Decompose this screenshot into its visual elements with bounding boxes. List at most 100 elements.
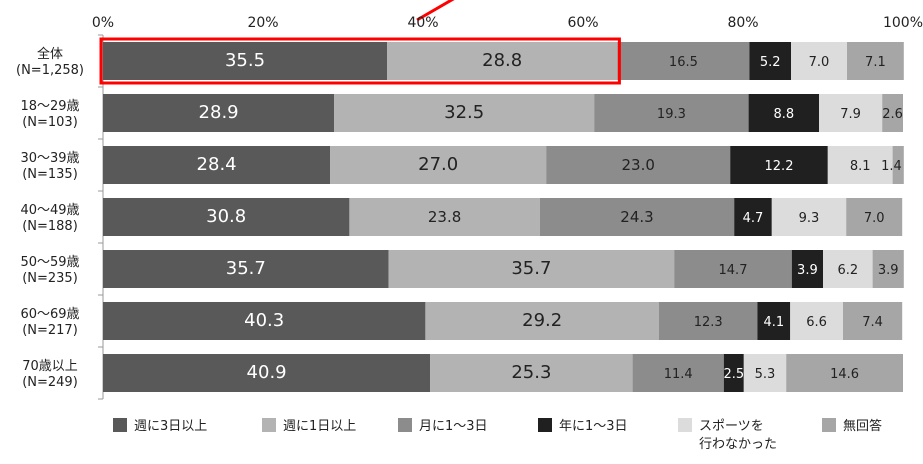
bar-segment [786, 354, 903, 392]
highlight-box [99, 37, 621, 85]
bar-segment [349, 198, 540, 236]
category-label: 60～69歳 [20, 307, 79, 322]
bar-segment [843, 302, 903, 340]
data-label: 28.4 [197, 154, 237, 175]
x-tick-label: 0% [92, 15, 114, 31]
data-label: 7.9 [840, 107, 861, 122]
bar-segment [617, 42, 750, 80]
legend-label: 無回答 [843, 418, 882, 434]
data-label: 28.9 [199, 102, 239, 123]
data-label: 11.4 [664, 367, 693, 382]
category-label: 50～59歳 [20, 255, 79, 270]
legend-label: スポーツを [699, 419, 764, 434]
data-label: 7.0 [809, 55, 830, 70]
bar-segment [539, 198, 735, 236]
data-label: 28.8 [482, 50, 522, 71]
bar-segment [103, 250, 389, 288]
bar-segment [819, 94, 883, 132]
bar-segment [734, 198, 772, 236]
category-sublabel: (N=217) [22, 323, 78, 338]
data-label: 1.4 [881, 159, 902, 174]
data-label: 35.7 [511, 258, 551, 279]
x-tick-label: 20% [247, 15, 278, 31]
legend-swatch [538, 418, 552, 432]
legend-label: 行わなかった [699, 437, 777, 452]
legend-swatch [678, 418, 692, 432]
data-label: 25.3 [511, 362, 551, 383]
legend-label: 年に1～3日 [559, 419, 628, 434]
category-sublabel: (N=1,258) [16, 63, 84, 78]
category-sublabel: (N=249) [22, 375, 78, 390]
data-label: 6.2 [837, 263, 858, 278]
data-label: 4.7 [743, 211, 764, 226]
bar-segment [387, 42, 618, 80]
bar-segment [546, 146, 731, 184]
data-label: 12.2 [765, 159, 794, 174]
data-label: 23.8 [428, 208, 461, 226]
bar-segment [892, 146, 904, 184]
data-label: 23.0 [621, 156, 654, 174]
data-label: 5.2 [760, 55, 781, 70]
data-label: 35.7 [226, 258, 266, 279]
bar-segment [674, 250, 792, 288]
bar-segment [791, 42, 847, 80]
data-label: 3.9 [878, 263, 899, 278]
bar-segment [823, 250, 873, 288]
legend-label: 週に1日以上 [283, 419, 356, 434]
data-label: 30.8 [206, 206, 246, 227]
bar-segment [743, 354, 787, 392]
x-tick-label: 40% [407, 15, 438, 31]
data-label: 16.5 [669, 55, 698, 70]
data-label: 14.7 [719, 263, 748, 278]
bar-segment [103, 302, 426, 340]
data-label: 24.3 [620, 208, 653, 226]
x-tick-label: 100% [883, 15, 923, 31]
category-sublabel: (N=235) [22, 271, 78, 286]
bar-segment [388, 250, 675, 288]
bar-segment [847, 42, 904, 80]
data-label: 9.3 [799, 211, 820, 226]
bar-segment [659, 302, 758, 340]
bar-segment [103, 42, 387, 80]
data-label: 32.5 [444, 102, 484, 123]
data-label: 14.6 [830, 367, 859, 382]
data-label: 5.3 [755, 367, 776, 382]
bar-segment [103, 146, 331, 184]
data-label: 40.3 [244, 310, 284, 331]
bar-segment [790, 302, 843, 340]
bar-segment [330, 146, 547, 184]
bar-segment [791, 250, 823, 288]
data-label: 19.3 [657, 107, 686, 122]
bar-segment [103, 354, 431, 392]
data-label: 27.0 [418, 154, 458, 175]
data-label: 3.9 [797, 263, 818, 278]
callout-pointer-line [416, 0, 455, 22]
legend-label: 週に3日以上 [134, 419, 207, 434]
legend-swatch [398, 418, 412, 432]
bar-segment [632, 354, 724, 392]
bar-segment [594, 94, 749, 132]
bar-segment [103, 94, 335, 132]
bar-segment [749, 42, 791, 80]
data-label: 8.1 [850, 159, 871, 174]
bar-segment [723, 354, 744, 392]
legend-label: 月に1～3日 [419, 419, 488, 434]
data-label: 7.1 [865, 55, 886, 70]
data-label: 35.5 [225, 50, 265, 71]
category-label: 18～29歳 [20, 99, 79, 114]
bar-segment [730, 146, 828, 184]
legend-swatch [262, 418, 276, 432]
bar-segment [425, 302, 659, 340]
bar-segment [771, 198, 847, 236]
category-sublabel: (N=103) [22, 115, 78, 130]
bar-segment [872, 250, 904, 288]
data-label: 4.1 [763, 315, 784, 330]
data-label: 7.0 [864, 211, 885, 226]
category-sublabel: (N=188) [22, 219, 78, 234]
category-label: 40～49歳 [20, 203, 79, 218]
category-sublabel: (N=135) [22, 167, 78, 182]
bar-segment [334, 94, 595, 132]
bar-segment [846, 198, 903, 236]
data-label: 40.9 [247, 362, 287, 383]
